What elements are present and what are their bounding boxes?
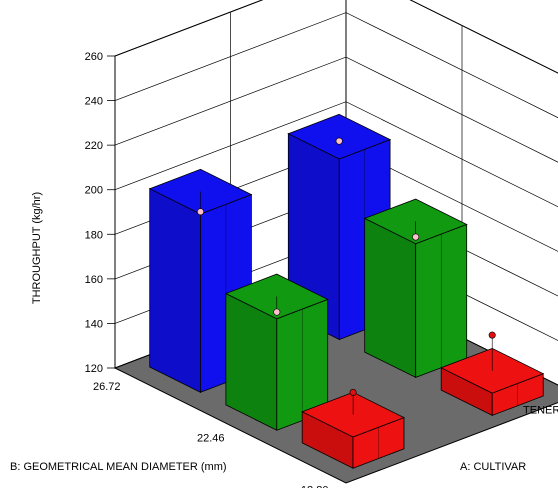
design-point [412, 233, 420, 241]
design-point [197, 208, 205, 216]
a-axis-label: A: CULTIVAR [460, 461, 526, 473]
bar-face-top [224, 273, 329, 320]
bar-face-left [149, 188, 201, 393]
z-tick-label: 120 [85, 363, 103, 375]
bar-tenera-18.80 [440, 331, 545, 417]
bar-tenera-22.46 [363, 198, 468, 379]
z-tick-label: 260 [85, 51, 103, 63]
z-axis-label: THROUGHPUT (kg/hr) [31, 192, 43, 304]
b-axis-label: B: GEOMETRICAL MEAN DIAMETER (mm) [10, 461, 227, 473]
bar-face-left [364, 217, 417, 379]
bar-dura-22.46 [224, 273, 329, 431]
design-point [349, 388, 357, 396]
design-point [335, 137, 343, 145]
bar-dura-18.80 [301, 388, 405, 469]
z-gridline [114, 0, 558, 74]
b-tick-label: 18.80 [301, 484, 329, 488]
b-tick-label: 26.72 [93, 381, 121, 393]
z-tick-label: 200 [85, 185, 103, 197]
chart-bars [148, 113, 545, 469]
z-tick-label: 220 [85, 140, 103, 152]
z-tick-label: 180 [85, 229, 103, 241]
chart-ticks: 12014016018020022024026026.7222.4618.80D… [85, 51, 558, 488]
a-tick-label: TENERA [523, 405, 558, 417]
z-tick-label: 160 [85, 274, 103, 286]
z-tick-label: 240 [85, 96, 103, 108]
b-tick-label: 22.46 [197, 433, 225, 445]
design-point [488, 331, 496, 339]
z-tick-label: 140 [85, 318, 103, 330]
design-point [273, 308, 281, 316]
bar-face-top [148, 168, 253, 215]
